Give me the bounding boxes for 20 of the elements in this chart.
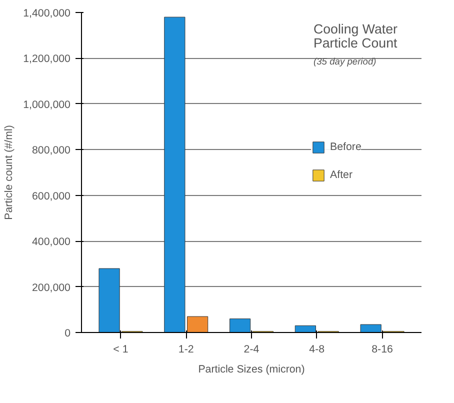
y-tick-label: 600,000 xyxy=(32,190,71,202)
y-tick-label: 400,000 xyxy=(32,236,71,248)
x-tick-label: 2-4 xyxy=(244,344,260,356)
x-tick-label: 4-8 xyxy=(309,344,325,356)
legend-label: Before xyxy=(330,141,362,153)
y-tick-label: 1,200,000 xyxy=(23,53,71,66)
x-tick-label: 1-2 xyxy=(178,344,194,356)
y-tick-label: 800,000 xyxy=(32,144,71,157)
y-tick-label: 1,400,000 xyxy=(23,8,71,20)
y-axis-title: Particle count (#/ml) xyxy=(3,125,16,220)
text: Cooling Water Particle Count xyxy=(314,22,398,50)
bar xyxy=(230,318,251,332)
x-tick-label: < 1 xyxy=(113,344,128,356)
text: (35 day period) xyxy=(314,56,376,66)
x-axis-title: Particle Sizes (micron) xyxy=(198,364,305,376)
y-tick-label: 200,000 xyxy=(32,282,71,294)
legend-label: After xyxy=(330,169,353,181)
y-tick-label: 1,000,000 xyxy=(23,98,71,111)
x-tick-label: 8-16 xyxy=(372,344,394,356)
y-tick-label: 0 xyxy=(64,328,71,340)
